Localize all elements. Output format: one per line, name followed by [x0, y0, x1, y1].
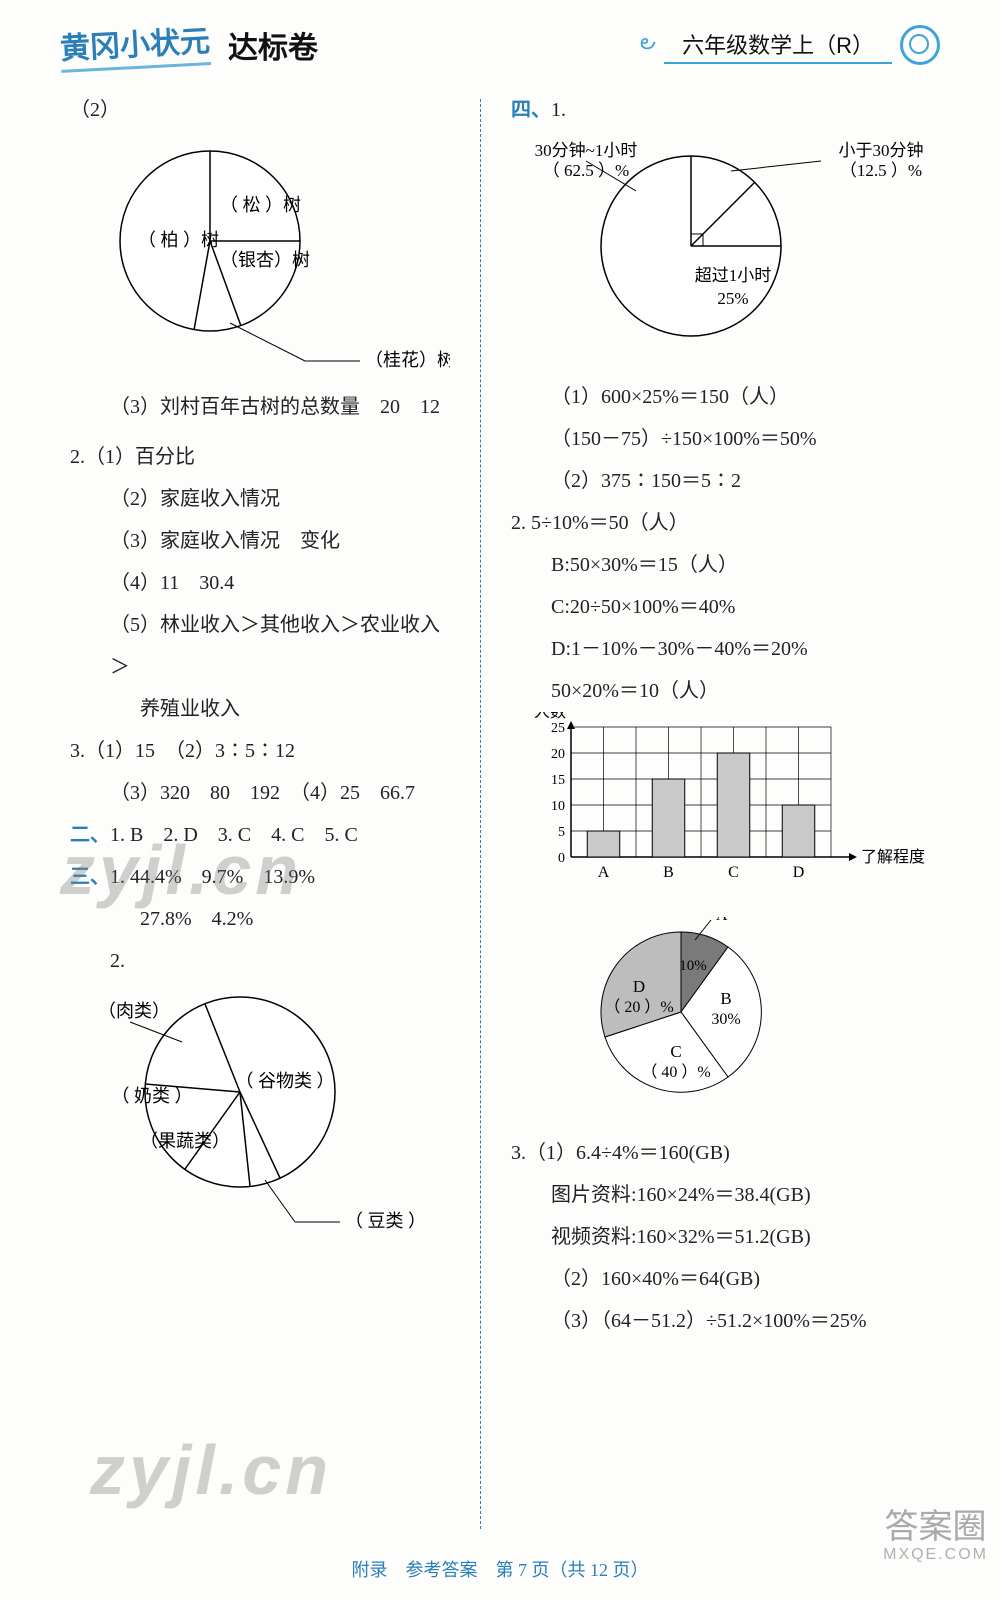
pie4-Bp: 30% — [711, 1011, 740, 1028]
svg-text:人数: 人数 — [534, 712, 566, 721]
q2-3: （3）家庭收入情况 变化 — [70, 520, 450, 562]
deco-left: ౿ — [640, 29, 656, 60]
svg-text:A: A — [598, 864, 610, 881]
svg-text:25: 25 — [551, 721, 565, 736]
pie3-ap: （ 62.5 ）% — [543, 161, 629, 180]
pie3-cp: 25% — [717, 289, 748, 308]
label-song: （ 松 ）树 — [220, 195, 301, 215]
label-bai: （ 柏 ）树 — [138, 230, 219, 250]
sec2: 二、1. B 2. D 3. C 4. C 5. C — [70, 814, 450, 856]
bar-chart: 人数了解程度 0 5 10 15 20 25 A B C D — [511, 712, 931, 902]
svg-text:D: D — [793, 864, 805, 881]
q2-5b: 养殖业收入 — [70, 688, 450, 730]
sec3-label: 三、 — [70, 866, 110, 888]
pie-chart-food: （肉类） （ 奶类 ） （果蔬类） （ 谷物类 ） （ 豆类 ） — [70, 982, 450, 1232]
label-guihua: （桂花）树 — [365, 350, 450, 370]
svg-text:了解程度: 了解程度 — [861, 848, 925, 866]
pie-chart-time: 30分钟~1小时 （ 62.5 ）% 小于30分钟 （12.5 ）% 超过1小时… — [511, 131, 951, 361]
pie-chart-abcd: A 10% B 30% C （ 40 ）% D （ 20 ）% — [511, 917, 891, 1117]
exam-label: 达标卷 — [228, 23, 318, 67]
sec3-a: 1. 44.4% 9.7% 13.9% — [110, 866, 315, 888]
q3a: 3.（1）6.4÷4%＝160(GB) — [511, 1132, 951, 1174]
svg-text:10: 10 — [551, 799, 565, 814]
label-guoshu: （果蔬类） — [140, 1131, 230, 1151]
page-header: 黄冈小状元 达标卷 ౿ 六年级数学上（R） — [0, 0, 1000, 79]
label-guwu: （ 谷物类 ） — [236, 1071, 335, 1091]
svg-text:C: C — [728, 864, 739, 881]
sec4-head: 四、1. — [511, 89, 951, 131]
q2-b: B:50×30%＝15（人） — [511, 544, 951, 586]
l3: （3）刘村百年古树的总数量 20 12 — [70, 386, 450, 428]
sec3-line1: 三、1. 44.4% 9.7% 13.9% — [70, 856, 450, 898]
pie4-C: C — [670, 1042, 681, 1061]
sec3-b: 27.8% 4.2% — [70, 898, 450, 940]
column-divider — [480, 99, 481, 1529]
pie3-c: 超过1小时 — [695, 266, 772, 285]
e2: （150－75）÷150×100%＝50% — [511, 418, 951, 460]
pie3-a: 30分钟~1小时 — [535, 141, 638, 160]
footer: 附录 参考答案 第 7 页（共 12 页） — [0, 1556, 1000, 1582]
e1: （1）600×25%＝150（人） — [511, 376, 951, 418]
left-column: （2） （ 柏 ）树 （ 松 ）树 （银杏）树 （桂花）树 （3）刘村百年古树的… — [70, 89, 450, 1529]
pie4-D: D — [633, 977, 645, 996]
pie4-Ap: 10% — [679, 958, 707, 974]
e3: （2）375∶150＝5∶2 — [511, 460, 951, 502]
pie4-A: A — [716, 917, 728, 924]
label-yinxing: （银杏）树 — [220, 250, 310, 270]
pie3-b: 小于30分钟 — [839, 141, 924, 160]
pie3-bp: （12.5 ）% — [840, 161, 922, 180]
sec4-1: 1. — [551, 99, 566, 121]
pie4-Dp: （ 20 ）% — [604, 998, 673, 1016]
q2-e: 50×20%＝10（人） — [511, 670, 951, 712]
columns: （2） （ 柏 ）树 （ 松 ）树 （银杏）树 （桂花）树 （3）刘村百年古树的… — [0, 79, 1000, 1529]
brand: 黄冈小状元 — [59, 16, 211, 73]
q3b: （3）320 80 192 （4）25 66.7 — [70, 772, 450, 814]
right-column: 四、1. 30分钟~1小时 （ 62.5 ）% 小于30分钟 （12.5 ）% … — [511, 89, 951, 1529]
subject-wrap: ౿ 六年级数学上（R） — [640, 25, 940, 65]
q2-d: D:1－10%－30%－40%＝20% — [511, 628, 951, 670]
pie4-B: B — [720, 989, 731, 1008]
svg-text:20: 20 — [551, 747, 565, 762]
label-nai: （ 奶类 ） — [112, 1086, 193, 1106]
q2-c: C:20÷50×100%＝40% — [511, 586, 951, 628]
label-dou: （ 豆类 ） — [345, 1211, 426, 1231]
svg-text:0: 0 — [558, 851, 565, 866]
pie4-Cp: （ 40 ）% — [641, 1063, 710, 1081]
sec3-q2: 2. — [70, 940, 450, 982]
q3a: 3.（1）15 （2）3∶5∶12 — [70, 730, 450, 772]
q2n: 2.（1）百分比 — [70, 436, 450, 478]
badge-big: 答案圈 — [883, 1509, 988, 1546]
q2-4: （4）11 30.4 — [70, 562, 450, 604]
q3b: 图片资料:160×24%＝38.4(GB) — [511, 1174, 951, 1216]
svg-text:15: 15 — [551, 773, 565, 788]
subject: 六年级数学上（R） — [664, 26, 892, 64]
svg-text:B: B — [663, 864, 674, 881]
q2-head: 2. 5÷10%＝50（人） — [511, 502, 951, 544]
q2-label: （2） — [70, 89, 450, 131]
sec4-label: 四、 — [511, 99, 551, 121]
q3c: 视频资料:160×32%＝51.2(GB) — [511, 1216, 951, 1258]
q3d: （2）160×40%＝64(GB) — [511, 1258, 951, 1300]
q2-2: （2）家庭收入情况 — [70, 478, 450, 520]
sec2-label: 二、 — [70, 824, 110, 846]
label-rou: （肉类） — [98, 1001, 170, 1021]
svg-text:5: 5 — [558, 825, 565, 840]
q2-5a: （5）林业收入＞其他收入＞农业收入＞ — [70, 604, 450, 688]
spiral-icon — [900, 25, 940, 65]
pie-chart-trees: （ 柏 ）树 （ 松 ）树 （银杏）树 （桂花）树 — [70, 131, 450, 371]
sec2-text: 1. B 2. D 3. C 4. C 5. C — [110, 824, 358, 846]
q3e: （3）（64－51.2）÷51.2×100%＝25% — [511, 1300, 951, 1342]
